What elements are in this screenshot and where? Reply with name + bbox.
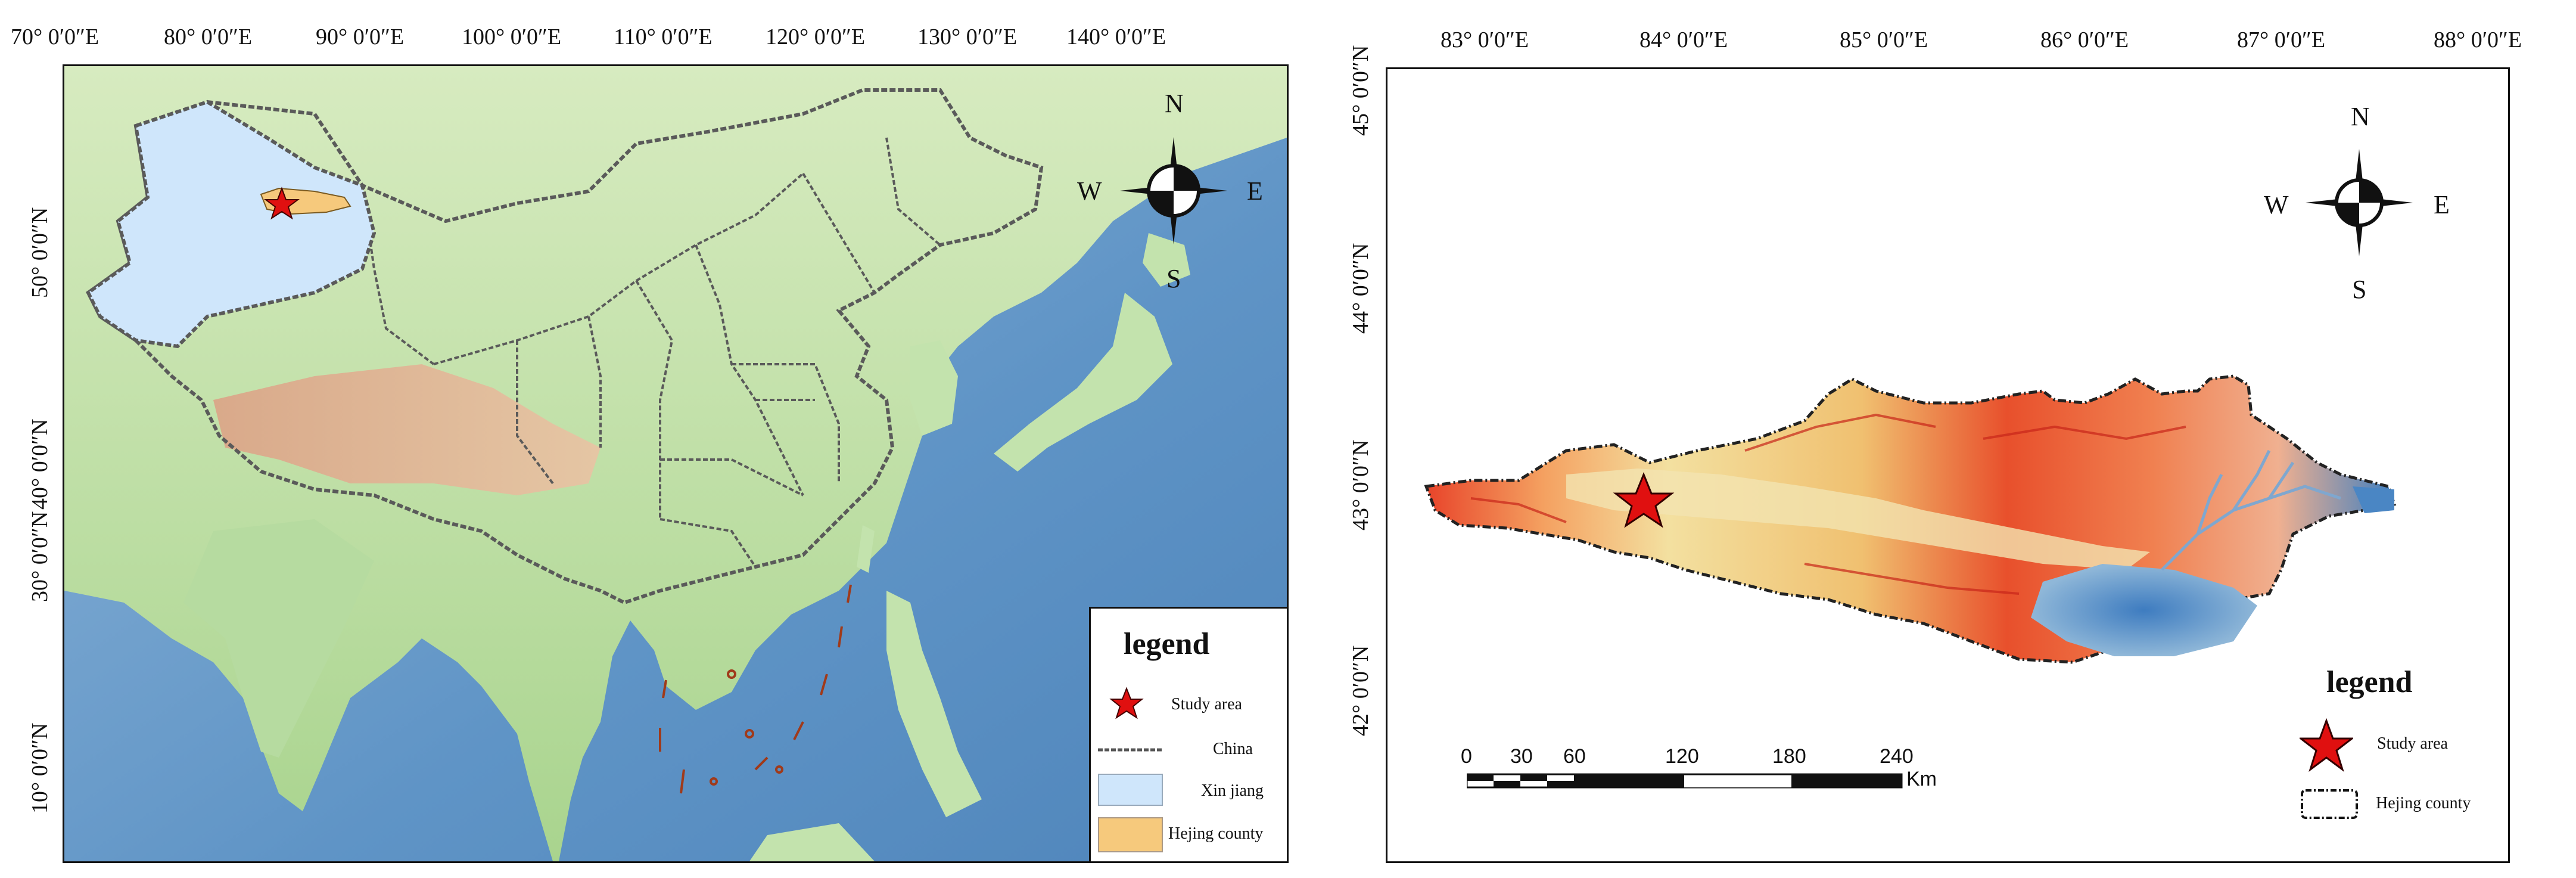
compass-s: S [2352,275,2367,304]
legend-xinjiang-swatch [1098,774,1163,806]
lon-tick: 70° 0′0″E [11,24,99,49]
philippines [886,591,982,817]
legend-item-study-area: Study area [1171,695,1242,713]
legend-hejing-swatch [1098,817,1163,852]
scale-label: 240 [1880,745,1914,768]
scale-unit: Km [1906,768,1937,790]
asia-map-canvas [64,66,1287,861]
asia-map-frame [63,64,1289,863]
lon-tick: 130° 0′0″E [917,24,1018,49]
legend-title: legend [2326,665,2413,699]
scale-label: 60 [1563,745,1586,768]
lon-tick: 80° 0′0″E [164,24,253,49]
compass-e: E [2434,190,2450,219]
scale-label: 180 [1772,745,1806,768]
compass-n: N [1165,89,1184,118]
south-china-sea-islands [659,584,852,794]
lon-tick: 88° 0′0″E [2434,27,2522,52]
borneo [749,823,875,861]
lon-tick: 83° 0′0″E [1441,27,1529,52]
lon-tick: 87° 0′0″E [2237,27,2326,52]
lon-tick: 90° 0′0″E [316,24,405,49]
rivers [2161,449,2341,571]
compass-n: N [2351,102,2370,131]
lon-tick: 120° 0′0″E [766,24,866,49]
compass-w: W [1077,176,1102,206]
legend-item-xinjiang: Xin jiang [1201,781,1264,800]
legend-star-icon [2300,718,2353,772]
valley-basin [1566,469,2150,570]
lat-tick: 43° 0′0″N [1348,439,1373,530]
japan [994,293,1172,471]
compass-w: W [2264,190,2289,219]
north-arrow-left [1114,125,1233,256]
tibet-plateau [213,364,601,495]
legend-item-hejing: Hejing county [2376,794,2471,812]
scale-label: 30 [1510,745,1533,768]
lat-tick: 42° 0′0″N [1348,645,1373,736]
study-area-star [1613,472,1675,528]
lat-tick: 30° 0′0″N [27,511,52,602]
korea [910,340,958,436]
scale-bar-graphic [1467,773,1903,789]
scale-label: 0 [1461,745,1472,768]
land-mass [64,66,1287,861]
lon-tick: 86° 0′0″E [2040,27,2129,52]
mountain-ridges [1470,413,2186,595]
legend-title: legend [1124,627,1210,661]
study-area-star [264,187,300,220]
legend-item-hejing: Hejing county [1168,824,1264,843]
hokkaido [1143,233,1190,287]
lon-tick: 100° 0′0″E [462,24,562,49]
legend-star-icon [1109,687,1144,719]
lon-tick: 110° 0′0″E [614,24,713,49]
north-arrow-right [2300,137,2419,268]
bosten-lake-basin [2031,564,2257,656]
india [183,519,374,758]
china-boundary [86,88,1044,605]
lon-tick: 84° 0′0″E [1639,27,1728,52]
legend-item-study-area: Study area [2377,734,2448,753]
compass-s: S [1166,264,1181,293]
lat-tick: 40° 0′0″N [27,418,52,510]
lat-tick: 45° 0′0″N [1348,45,1373,136]
compass-e: E [1247,176,1263,206]
hejing-dem-canvas [1424,374,2397,664]
taiwan [857,525,875,573]
legend-left: legend Study area China Xin jiang Hejing… [1089,607,1289,863]
legend-item-china: China [1213,740,1253,758]
lon-tick: 85° 0′0″E [1840,27,1928,52]
east-basin [2353,486,2394,513]
legend-hejing-outline-icon [2301,789,2358,819]
legend-china-line-icon [1098,748,1163,752]
xinjiang-region [86,100,377,349]
hejing-dem-frame [1386,67,2510,863]
lon-tick: 140° 0′0″E [1066,24,1166,49]
lat-tick: 44° 0′0″N [1348,243,1373,334]
province-boundaries [361,137,941,568]
scale-label: 120 [1665,745,1699,768]
lat-tick: 50° 0′0″N [27,207,52,298]
lat-tick: 10° 0′0″N [27,722,52,814]
